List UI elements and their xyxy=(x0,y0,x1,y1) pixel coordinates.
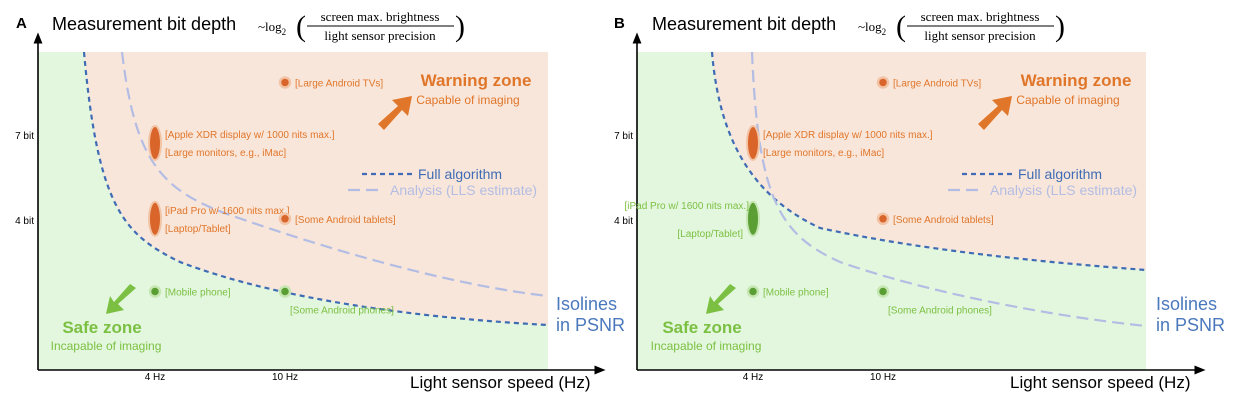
device-marker xyxy=(278,76,292,89)
device-label: [Large Android TVs] xyxy=(893,78,981,89)
isolines-label-line2: in PSNR xyxy=(556,315,625,335)
y-tick-label-4bit: 4 bit xyxy=(15,216,34,227)
safe-zone-area xyxy=(637,52,1146,370)
device-marker xyxy=(876,285,890,298)
warning-zone-title: Warning zone xyxy=(1021,71,1132,90)
y-tick-label-7bit: 7 bit xyxy=(15,131,34,142)
warning-zone-arrow-icon xyxy=(378,96,412,130)
x-tick-label-4hz: 4 Hz xyxy=(145,372,166,383)
analysis-lls-line xyxy=(750,51,1147,328)
panel-B: B Measurement bit depth ~log2 () screen max.… xyxy=(614,9,1225,392)
legend-analysis-label: Analysis (LLS estimate) xyxy=(990,182,1137,198)
device-marker xyxy=(148,285,162,298)
panel-A: A Measurement bit depth ~log2 () screen max.… xyxy=(15,9,625,392)
legend-analysis-label: Analysis (LLS estimate) xyxy=(390,182,537,198)
formula-paren-left: ( xyxy=(296,10,306,43)
chart-title: Measurement bit depth xyxy=(652,14,836,34)
formula-prefix: ~log2 xyxy=(258,19,286,37)
warning-zone-subtitle: Capable of imaging xyxy=(1016,93,1119,107)
device-label: [Some Android phones] xyxy=(290,306,394,317)
y-tick-label-4bit: 4 bit xyxy=(614,216,633,227)
warning-zone-title: Warning zone xyxy=(421,71,532,90)
warning-zone-subtitle: Capable of imaging xyxy=(416,93,519,107)
device-marker xyxy=(746,285,760,298)
device-marker xyxy=(746,125,760,162)
formula-prefix: ~log2 xyxy=(858,19,886,37)
full-algorithm-line xyxy=(710,51,1147,272)
formula-subscript: 2 xyxy=(882,27,887,37)
legend-full-label: Full algorithm xyxy=(1018,166,1102,182)
device-label: [Some Android tablets] xyxy=(893,215,994,226)
x-tick-label-10hz: 10 Hz xyxy=(870,372,896,383)
safe-zone-title: Safe zone xyxy=(62,318,141,337)
panel-letter: A xyxy=(16,15,27,32)
formula-numerator: screen max. brightness xyxy=(921,9,1040,24)
device-label: [Mobile phone] xyxy=(165,288,231,299)
x-axis-label: Light sensor speed (Hz) xyxy=(1010,373,1190,392)
panel-letter: B xyxy=(614,15,625,32)
device-label: [Large monitors, e.g., iMac] xyxy=(763,148,884,159)
device-label: [Large monitors, e.g., iMac] xyxy=(165,148,286,159)
safe-zone-subtitle: Incapable of imaging xyxy=(51,339,162,353)
safe-zone-subtitle: Incapable of imaging xyxy=(651,339,762,353)
isolines-label-line2: in PSNR xyxy=(1156,315,1225,335)
safe-zone-area xyxy=(38,52,548,370)
chart-title: Measurement bit depth xyxy=(52,14,236,34)
safe-zone-title: Safe zone xyxy=(662,318,741,337)
formula-denominator: light sensor precision xyxy=(924,28,1036,43)
device-marker xyxy=(278,285,292,298)
device-label: [iPad Pro w/ 1600 nits max.] xyxy=(624,201,749,212)
device-marker xyxy=(876,212,890,226)
device-label: [Laptop/Tablet] xyxy=(677,229,743,240)
device-marker xyxy=(148,200,162,237)
device-marker xyxy=(876,76,890,89)
safe-zone-arrow-icon xyxy=(106,284,136,314)
warning-zone-arrow-icon xyxy=(978,96,1012,130)
device-label: [Large Android TVs] xyxy=(295,78,383,89)
device-marker xyxy=(746,200,760,237)
device-label: [Some Android tablets] xyxy=(295,215,396,226)
formula-subscript: 2 xyxy=(282,27,287,37)
formula-paren-left: ( xyxy=(896,10,906,43)
isolines-label-line1: Isolines xyxy=(1156,294,1217,314)
safe-zone-arrow-icon xyxy=(706,284,736,314)
device-label: [Some Android phones] xyxy=(888,306,992,317)
x-axis-label: Light sensor speed (Hz) xyxy=(410,373,590,392)
device-label: [Laptop/Tablet] xyxy=(165,224,231,235)
formula-numerator: screen max. brightness xyxy=(321,9,440,24)
device-label: [Apple XDR display w/ 1000 nits max.] xyxy=(763,130,933,141)
device-label: [Apple XDR display w/ 1000 nits max.] xyxy=(165,130,335,141)
device-marker xyxy=(278,212,292,226)
legend-full-label: Full algorithm xyxy=(418,166,502,182)
formula-paren-right: ) xyxy=(455,10,465,43)
full-algorithm-line xyxy=(82,51,549,327)
device-marker xyxy=(148,125,162,162)
x-tick-label-10hz: 10 Hz xyxy=(272,372,298,383)
y-tick-label-7bit: 7 bit xyxy=(614,131,633,142)
device-label: [Mobile phone] xyxy=(763,288,829,299)
x-tick-label-4hz: 4 Hz xyxy=(743,372,764,383)
device-label: [iPad Pro w/ 1600 nits max.] xyxy=(165,206,290,217)
isolines-label-line1: Isolines xyxy=(556,294,617,314)
formula-denominator: light sensor precision xyxy=(324,28,436,43)
analysis-lls-line xyxy=(120,51,549,298)
formula-paren-right: ) xyxy=(1055,10,1065,43)
